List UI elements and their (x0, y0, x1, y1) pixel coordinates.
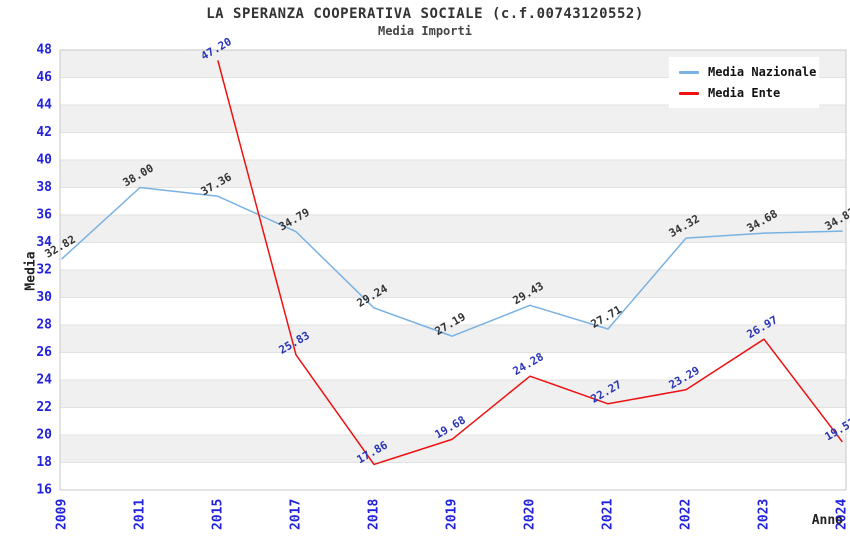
legend-label: Media Nazionale (708, 65, 817, 79)
y-tick-label: 30 (36, 290, 52, 305)
x-tick-label: 2011 (133, 499, 148, 530)
chart-title: LA SPERANZA COOPERATIVA SOCIALE (c.f.007… (206, 6, 644, 22)
x-tick-label: 2019 (445, 499, 460, 530)
y-tick-label: 18 (36, 455, 52, 470)
y-tick-label: 46 (36, 70, 52, 85)
y-tick-label: 42 (36, 125, 52, 140)
y-tick-label: 38 (36, 180, 52, 195)
legend-label: Media Ente (708, 86, 781, 100)
y-tick-label: 24 (36, 373, 52, 388)
chart-subtitle: Media Importi (378, 24, 472, 38)
y-tick-label: 44 (36, 98, 52, 113)
series-line-media-ente (217, 60, 843, 466)
y-tick-label: 48 (36, 43, 52, 58)
legend-item-media-nazionale: Media Nazionale (679, 65, 817, 79)
y-axis-title: Media (24, 251, 39, 290)
x-tick-label: 2021 (601, 499, 616, 530)
x-tick-label: 2017 (289, 499, 304, 530)
x-tick-label: 2020 (523, 499, 538, 530)
x-tick-label: 2009 (55, 499, 70, 530)
y-tick-label: 40 (36, 153, 52, 168)
x-tick-label: 2022 (679, 499, 694, 530)
y-tick-label: 16 (36, 483, 52, 498)
legend-line-swatch-blue (679, 70, 699, 74)
legend-line-swatch-red (679, 91, 699, 95)
y-tick-label: 36 (36, 208, 52, 223)
x-tick-label: 2023 (757, 499, 772, 530)
y-tick-label: 22 (36, 400, 52, 415)
y-tick-label: 28 (36, 318, 52, 333)
series-line-media-nazionale (61, 186, 843, 337)
y-tick-label: 26 (36, 345, 52, 360)
y-tick-label: 32 (36, 263, 52, 278)
x-tick-label: 2024 (835, 499, 850, 530)
y-tick-label: 34 (36, 235, 52, 250)
plot-bands (60, 50, 846, 490)
legend: Media Nazionale Media Ente (669, 57, 819, 108)
x-axis-title: Anno (812, 513, 843, 528)
x-tick-label: 2015 (211, 499, 226, 530)
plot-border (59, 49, 847, 491)
x-axis-ticks: 2009 2011 2015 2017 2018 2019 2020 2021 2022 2023… (55, 499, 850, 530)
y-tick-label: 20 (36, 428, 52, 443)
legend-item-media-ente: Media Ente (679, 86, 813, 100)
x-tick-label: 2018 (367, 499, 382, 530)
